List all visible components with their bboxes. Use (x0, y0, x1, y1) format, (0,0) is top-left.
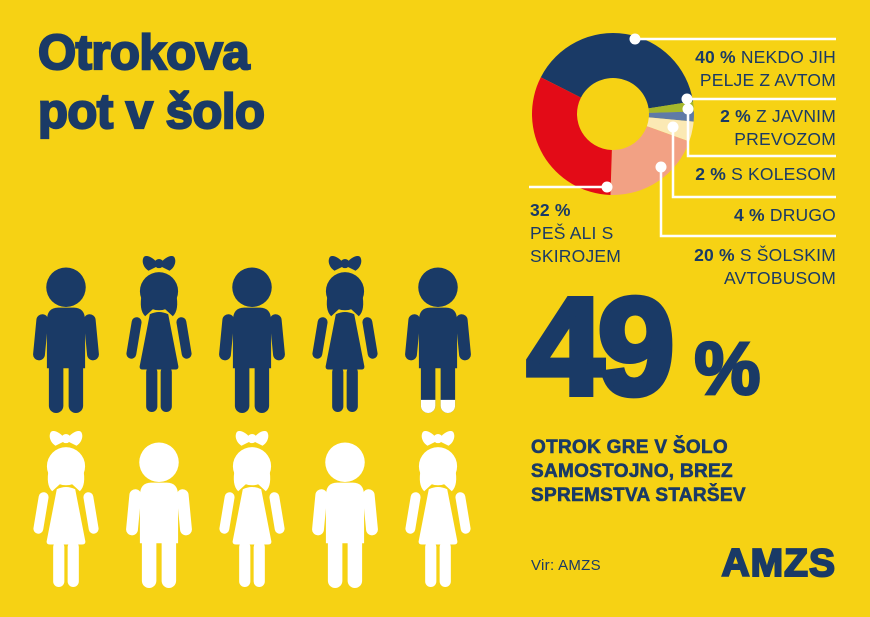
chart-label-other: 4 % DRUGO (734, 204, 836, 227)
chart-label-other-pct: 4 % (734, 205, 765, 225)
leader-line-2 (686, 109, 836, 158)
child-figure-boy (126, 430, 192, 588)
chart-label-walk-scooter-text: PEŠ ALI S SKIROJEM (530, 222, 622, 266)
chart-label-bike-text: S KOLESOM (731, 164, 836, 184)
chart-label-school-bus: 20 % S ŠOLSKIM AVTOBUSOM (678, 244, 836, 290)
leader-dot-4 (655, 161, 667, 173)
donut-chart (529, 33, 836, 238)
key-stat-caption: OTROK GRE V ŠOLO SAMOSTOJNO, BREZ SPREMS… (531, 437, 746, 506)
chart-label-school-bus-pct: 20 % (694, 245, 735, 265)
page-title-line-1: Otrokova (37, 25, 251, 81)
leader-dot-0 (629, 33, 641, 45)
leader-line-4 (659, 167, 836, 238)
child-figure-girl (33, 430, 99, 588)
child-figure-girl (126, 255, 192, 413)
child-figure-boy (33, 255, 99, 413)
page-title-line-2: pot v šolo (37, 84, 266, 140)
chart-label-car-pct: 40 % (695, 47, 736, 67)
key-stat-unit: % (693, 326, 762, 412)
donut-segment-4 (610, 126, 690, 196)
child-figure-girl (312, 255, 378, 413)
source-note: Vir: AMZS (531, 557, 601, 574)
leader-line-3 (671, 127, 836, 199)
chart-label-bike: 2 % S KOLESOM (695, 163, 836, 186)
chart-label-walk-scooter: 32 % PEŠ ALI S SKIROJEM (530, 199, 630, 267)
child-figure-boy (405, 255, 471, 413)
amzs-logo: AMZS (721, 541, 836, 586)
chart-label-car: 40 % NEKDO JIH PELJE Z AVTOM (678, 46, 836, 92)
donut-segment-0 (540, 33, 694, 109)
chart-label-public-transport-text: Z JAVNIM PREVOZOM (734, 106, 836, 149)
chart-label-public-transport-pct: 2 % (720, 106, 751, 126)
chart-label-other-text: DRUGO (769, 205, 836, 225)
leader-dot-5 (601, 181, 613, 193)
chart-label-public-transport: 2 % Z JAVNIM PREVOZOM (678, 105, 836, 151)
chart-label-car-text: NEKDO JIH PELJE Z AVTOM (699, 47, 836, 90)
chart-label-school-bus-text: S ŠOLSKIM AVTOBUSOM (723, 245, 836, 288)
child-figure-girl (405, 430, 471, 588)
children-row-bottom (33, 430, 471, 588)
chart-label-bike-pct: 2 % (695, 164, 727, 184)
child-figure-boy (312, 430, 378, 588)
key-stat-value: 49 (524, 270, 677, 424)
leader-dot-2 (682, 103, 694, 115)
children-row-top (33, 255, 471, 413)
leader-dot-1 (681, 93, 693, 105)
page-title: Otrokova pot v šolo (37, 24, 266, 142)
key-stat: 49 % (524, 270, 762, 424)
donut-segment-2 (648, 111, 694, 122)
chart-label-walk-scooter-pct: 32 % (530, 200, 571, 220)
donut-segment-5 (532, 77, 612, 195)
leader-dot-3 (667, 121, 679, 133)
child-figure-girl (219, 430, 285, 588)
child-figure-boy (219, 255, 285, 413)
